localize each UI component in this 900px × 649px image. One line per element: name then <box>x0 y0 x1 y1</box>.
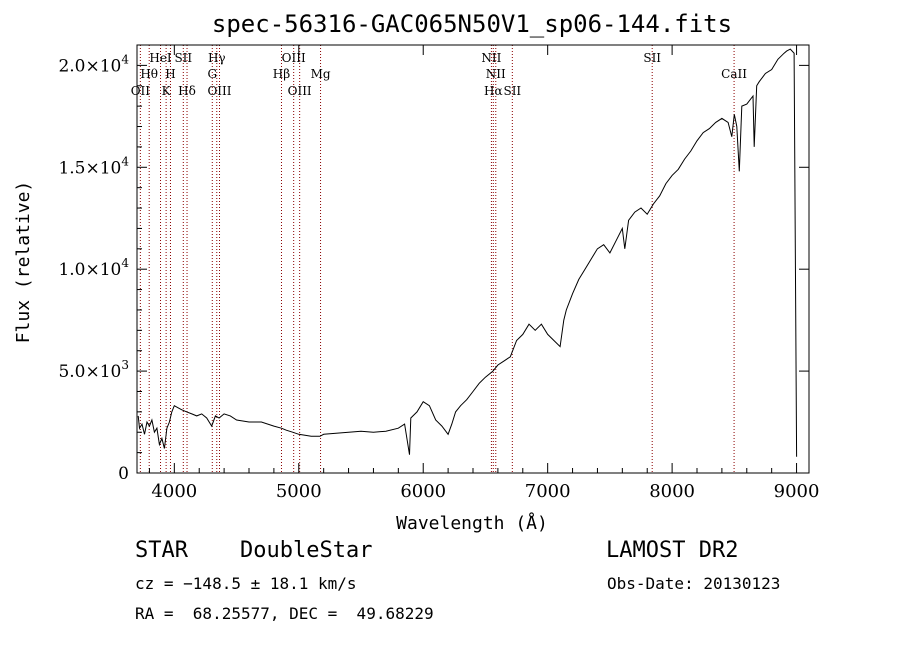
line-label: Mg <box>311 67 331 81</box>
y-tick-exponent: 4 <box>121 154 129 168</box>
x-tick-label: 4000 <box>151 481 197 502</box>
line-label: HeI <box>149 51 172 65</box>
y-tick-label: 2.0×104 <box>58 52 129 76</box>
x-tick-label: 9000 <box>774 481 820 502</box>
y-tick-mantissa: 2.0×10 <box>58 56 121 76</box>
spectrum-line <box>137 48 798 457</box>
y-tick-exponent: 4 <box>121 256 129 270</box>
line-label: G <box>207 67 217 81</box>
y-tick-label: 5.0×103 <box>58 358 129 382</box>
line-label: OIII <box>288 84 312 98</box>
object-class: STAR <box>135 538 188 563</box>
plot-frame <box>136 44 810 474</box>
object-subclass: DoubleStar <box>240 538 373 563</box>
y-tick-exponent: 4 <box>121 52 129 66</box>
y-axis-label: Flux (relative) <box>13 181 34 344</box>
x-tick-label: 6000 <box>400 481 446 502</box>
line-label: Hγ <box>208 51 226 65</box>
y-tick-mantissa: 1.0×10 <box>58 260 121 280</box>
x-tick-label: 5000 <box>276 481 322 502</box>
y-tick-mantissa: 1.5×10 <box>58 158 121 178</box>
spectral-line-labels: OII Hθ HeI KH SII Hδ Hγ G OIII Hβ OIII OIII Mg NII NII… <box>131 51 748 98</box>
x-tick-label: 8000 <box>649 481 695 502</box>
y-tick-mantissa: 0 <box>118 464 129 484</box>
x-tick-label: 7000 <box>525 481 571 502</box>
y-tick-label: 0 <box>118 464 129 484</box>
redshift-cz: cz = −148.5 ± 18.1 km/s <box>135 574 357 593</box>
line-label: SII <box>643 51 661 65</box>
line-label: Hα <box>484 84 503 98</box>
line-label: CaII <box>721 67 747 81</box>
line-label: Hδ <box>178 84 196 98</box>
line-label: NII <box>481 51 501 65</box>
chart-title: spec-56316-GAC065N50V1_sp06-144.fits <box>212 10 732 38</box>
line-label: OII <box>131 84 151 98</box>
ra-dec: RA = 68.25577, DEC = 49.68229 <box>135 604 434 623</box>
line-label: SII <box>174 51 192 65</box>
line-label: OIII <box>282 51 306 65</box>
line-label: H <box>165 67 175 81</box>
line-label: Hβ <box>273 67 290 81</box>
y-tick-exponent: 3 <box>121 358 129 372</box>
line-label: NII <box>486 67 506 81</box>
x-axis-label: Wavelength (Å) <box>396 512 548 534</box>
line-label: SII <box>503 84 521 98</box>
line-label: OIII <box>207 84 231 98</box>
survey-name: LAMOST DR2 <box>606 538 739 563</box>
spectral-line-markers <box>139 45 735 473</box>
y-tick-label: 1.0×104 <box>58 256 129 280</box>
obs-date: Obs-Date: 20130123 <box>607 574 781 593</box>
line-label: K <box>162 84 172 98</box>
y-tick-label: 1.5×104 <box>58 154 129 178</box>
y-tick-mantissa: 5.0×10 <box>58 362 121 382</box>
line-label: Hθ <box>140 67 158 81</box>
x-axis-ticks: 4000 5000 6000 7000 8000 9000 <box>148 45 820 502</box>
